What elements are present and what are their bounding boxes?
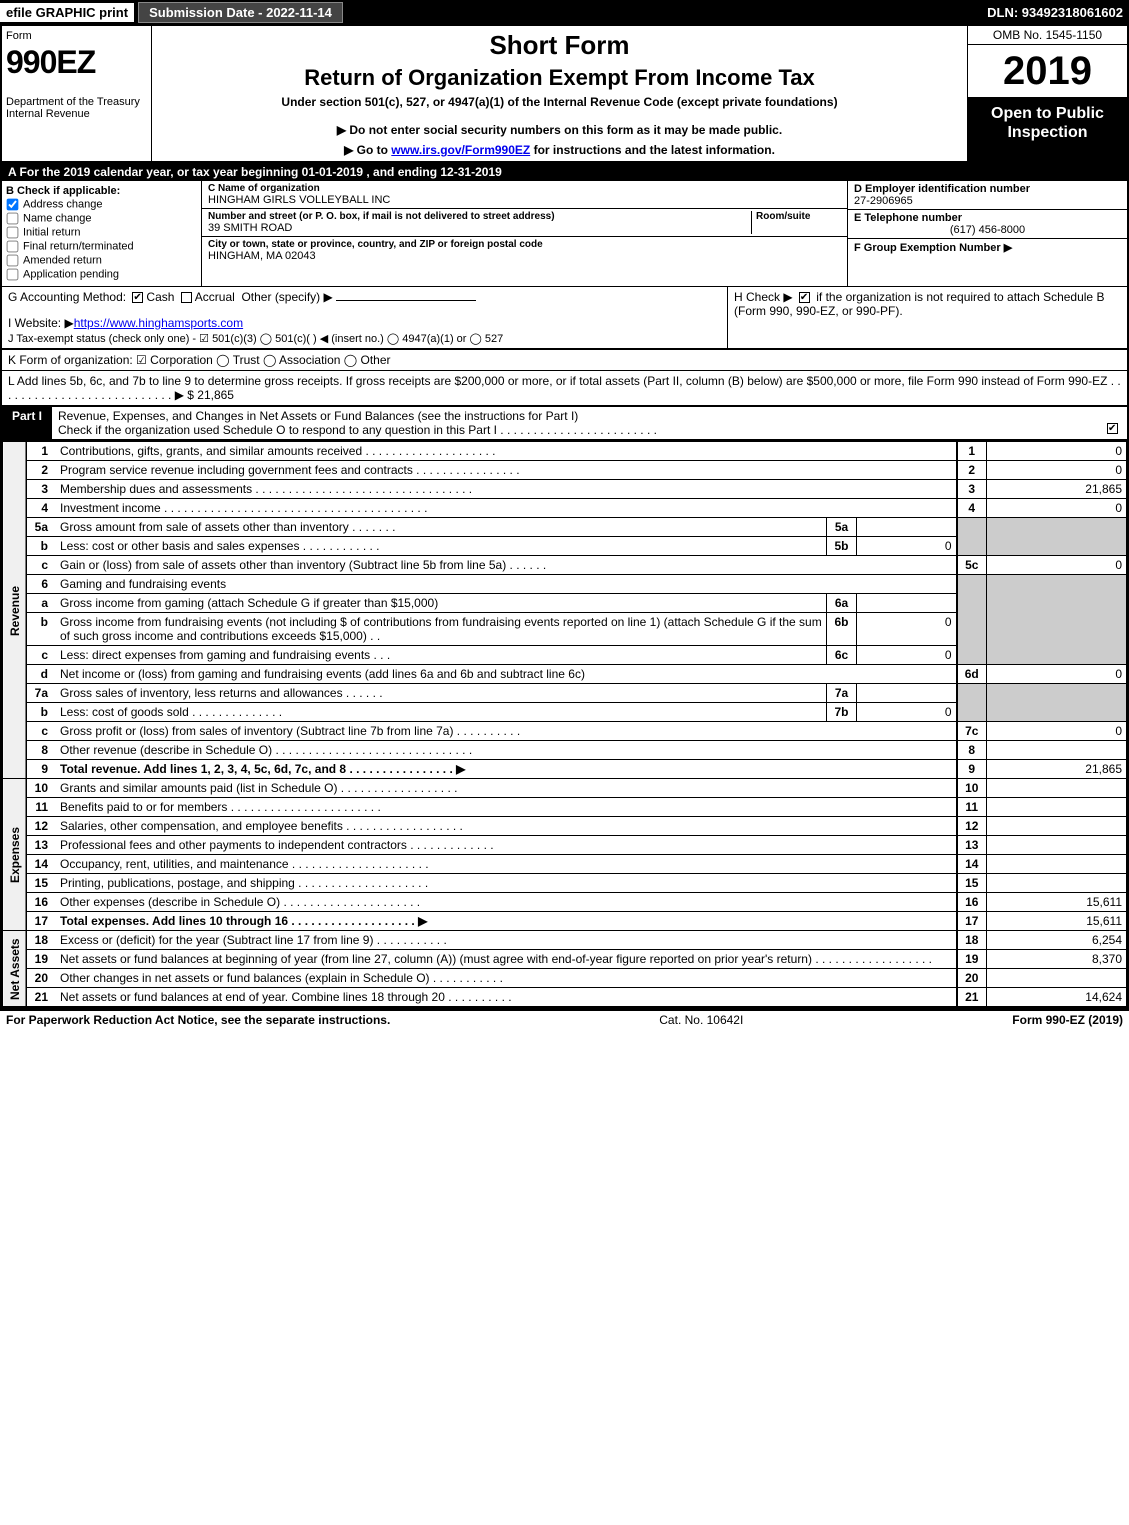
chk-cash[interactable] bbox=[132, 292, 143, 303]
tax-year: 2019 bbox=[968, 45, 1127, 98]
part-1-label: Part I bbox=[2, 407, 52, 439]
form-number: 990EZ bbox=[6, 46, 147, 78]
box-d-e-f: D Employer identification number27-29069… bbox=[847, 181, 1127, 286]
tel-value: (617) 456-8000 bbox=[854, 224, 1121, 236]
room-label: Room/suite bbox=[756, 211, 841, 222]
row-j: J Tax-exempt status (check only one) - ☑… bbox=[8, 332, 721, 345]
footer-left: For Paperwork Reduction Act Notice, see … bbox=[6, 1013, 390, 1027]
chk-accrual[interactable] bbox=[181, 292, 192, 303]
org-address: 39 SMITH ROAD bbox=[208, 222, 751, 234]
goto-line: ▶ Go to www.irs.gov/Form990EZ for instru… bbox=[160, 143, 959, 157]
chk-final-return[interactable]: Final return/terminated bbox=[6, 240, 197, 253]
title-return: Return of Organization Exempt From Incom… bbox=[160, 65, 959, 91]
chk-initial-return[interactable]: Initial return bbox=[6, 226, 197, 239]
goto-pre: ▶ Go to bbox=[344, 143, 391, 157]
ein-label: D Employer identification number bbox=[854, 183, 1121, 195]
org-name-label: C Name of organization bbox=[208, 183, 841, 194]
goto-post: for instructions and the latest informat… bbox=[530, 143, 775, 157]
subtitle-under: Under section 501(c), 527, or 4947(a)(1)… bbox=[160, 95, 959, 109]
row-h: H Check ▶ if the organization is not req… bbox=[727, 287, 1127, 348]
footer-cat-no: Cat. No. 10642I bbox=[390, 1013, 1012, 1027]
org-city: HINGHAM, MA 02043 bbox=[208, 250, 841, 262]
row-g: G Accounting Method: Cash Accrual Other … bbox=[8, 290, 721, 304]
row-l: L Add lines 5b, 6c, and 7b to line 9 to … bbox=[2, 371, 1127, 406]
row-i: I Website: ▶https://www.hinghamsports.co… bbox=[8, 316, 721, 330]
addr-label: Number and street (or P. O. box, if mail… bbox=[208, 211, 751, 222]
org-name: HINGHAM GIRLS VOLLEYBALL INC bbox=[208, 194, 841, 206]
header-left: Form 990EZ Department of the Treasury In… bbox=[2, 26, 152, 161]
part-1-subtitle: Check if the organization used Schedule … bbox=[58, 423, 657, 437]
dept-2: Internal Revenue bbox=[6, 108, 147, 120]
chk-schedule-o-used[interactable] bbox=[1107, 423, 1118, 434]
chk-name-change[interactable]: Name change bbox=[6, 212, 197, 225]
row-k: K Form of organization: ☑ Corporation ◯ … bbox=[2, 349, 1127, 371]
revenue-section-label: Revenue bbox=[3, 442, 27, 779]
dept-1: Department of the Treasury bbox=[6, 96, 147, 108]
boxes-b-c-d: B Check if applicable: Address change Na… bbox=[2, 181, 1127, 287]
omb-number: OMB No. 1545-1150 bbox=[968, 26, 1127, 45]
other-specify-line bbox=[336, 300, 476, 301]
expenses-section-label: Expenses bbox=[3, 779, 27, 931]
chk-application-pending[interactable]: Application pending bbox=[6, 268, 197, 281]
calendar-year-bar: A For the 2019 calendar year, or tax yea… bbox=[2, 163, 1127, 181]
city-label: City or town, state or province, country… bbox=[208, 239, 841, 250]
tel-label: E Telephone number bbox=[854, 212, 1121, 224]
top-bar: efile GRAPHIC print Submission Date - 20… bbox=[0, 0, 1129, 24]
gross-receipts-value: 21,865 bbox=[197, 388, 234, 402]
row-g-i-j: G Accounting Method: Cash Accrual Other … bbox=[2, 287, 727, 348]
ein-value: 27-2906965 bbox=[854, 195, 1121, 207]
open-to-public: Open to Public Inspection bbox=[968, 98, 1127, 161]
net-assets-section-label: Net Assets bbox=[3, 931, 27, 1007]
footer-row: For Paperwork Reduction Act Notice, see … bbox=[0, 1009, 1129, 1029]
chk-schedule-b-not-required[interactable] bbox=[799, 292, 810, 303]
form-body: Form 990EZ Department of the Treasury In… bbox=[0, 24, 1129, 1009]
form-label: Form bbox=[6, 30, 147, 42]
part-1-table: Revenue 1Contributions, gifts, grants, a… bbox=[2, 441, 1127, 1007]
part-1-header: Part I Revenue, Expenses, and Changes in… bbox=[2, 406, 1127, 441]
dln-number: DLN: 93492318061602 bbox=[987, 5, 1129, 20]
chk-amended-return[interactable]: Amended return bbox=[6, 254, 197, 267]
box-b-title: B Check if applicable: bbox=[6, 185, 197, 197]
header-row: Form 990EZ Department of the Treasury In… bbox=[2, 26, 1127, 163]
website-link[interactable]: https://www.hinghamsports.com bbox=[74, 316, 243, 330]
submission-date: Submission Date - 2022-11-14 bbox=[138, 2, 343, 23]
part-1-title: Revenue, Expenses, and Changes in Net As… bbox=[58, 409, 578, 423]
box-b: B Check if applicable: Address change Na… bbox=[2, 181, 202, 286]
efile-label: efile GRAPHIC print bbox=[0, 3, 134, 22]
footer-form-ref: Form 990-EZ (2019) bbox=[1012, 1013, 1123, 1027]
group-exemption-label: F Group Exemption Number ▶ bbox=[854, 241, 1121, 254]
chk-address-change[interactable]: Address change bbox=[6, 198, 197, 211]
warning-ssn: ▶ Do not enter social security numbers o… bbox=[160, 123, 959, 137]
title-short-form: Short Form bbox=[160, 30, 959, 61]
header-middle: Short Form Return of Organization Exempt… bbox=[152, 26, 967, 161]
header-right: OMB No. 1545-1150 2019 Open to Public In… bbox=[967, 26, 1127, 161]
irs-link[interactable]: www.irs.gov/Form990EZ bbox=[391, 143, 530, 157]
box-c: C Name of organizationHINGHAM GIRLS VOLL… bbox=[202, 181, 847, 286]
